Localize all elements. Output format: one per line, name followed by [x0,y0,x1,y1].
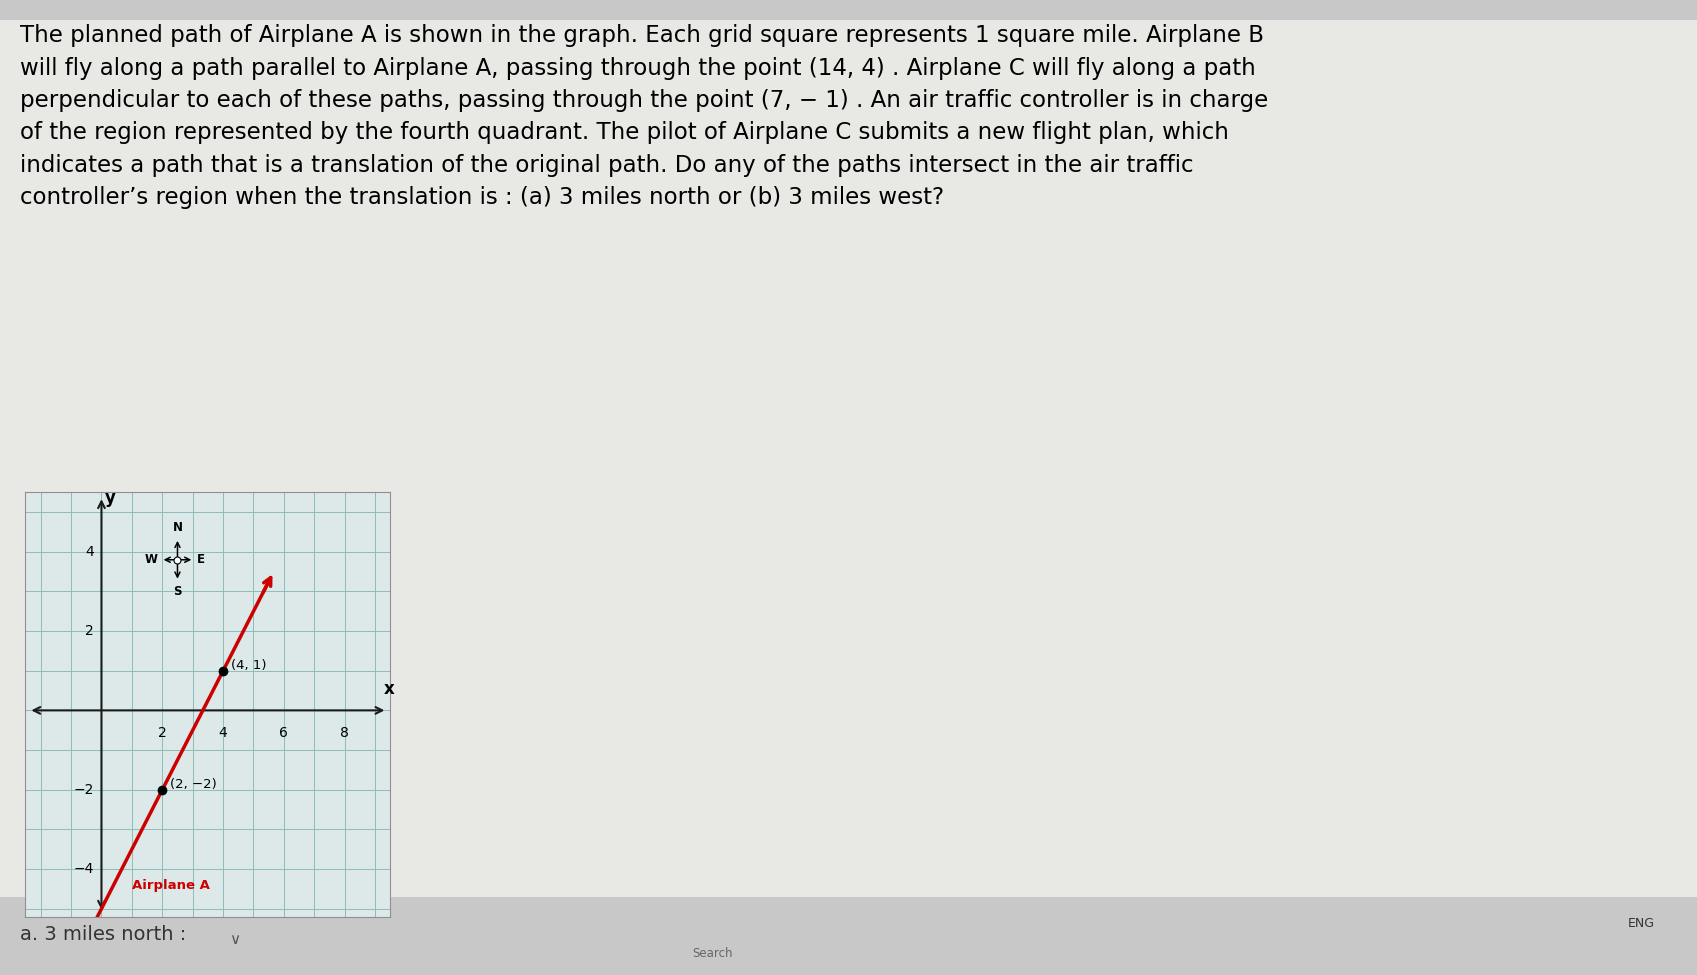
Text: y: y [105,489,115,507]
Text: −4: −4 [73,862,93,876]
Text: 4: 4 [85,545,93,559]
Text: 6: 6 [280,726,288,740]
Text: S: S [173,585,182,599]
Text: 2: 2 [85,624,93,638]
Text: −2: −2 [73,783,93,797]
Text: 8: 8 [341,726,350,740]
Text: a. 3 miles north :: a. 3 miles north : [20,925,187,944]
Text: W: W [144,553,158,566]
Text: E: E [197,553,205,566]
Text: ENG: ENG [1627,917,1655,930]
Text: N: N [173,522,183,534]
Text: 2: 2 [158,726,166,740]
Text: (4, 1): (4, 1) [231,659,266,672]
Text: (2, −2): (2, −2) [170,778,217,791]
Text: x: x [384,680,394,697]
Text: Search: Search [692,947,733,959]
Text: Airplane A: Airplane A [132,878,210,892]
Text: The planned path of Airplane A is shown in the graph. Each grid square represent: The planned path of Airplane A is shown … [20,24,1269,210]
Text: 4: 4 [219,726,227,740]
Text: ∨: ∨ [229,932,241,948]
